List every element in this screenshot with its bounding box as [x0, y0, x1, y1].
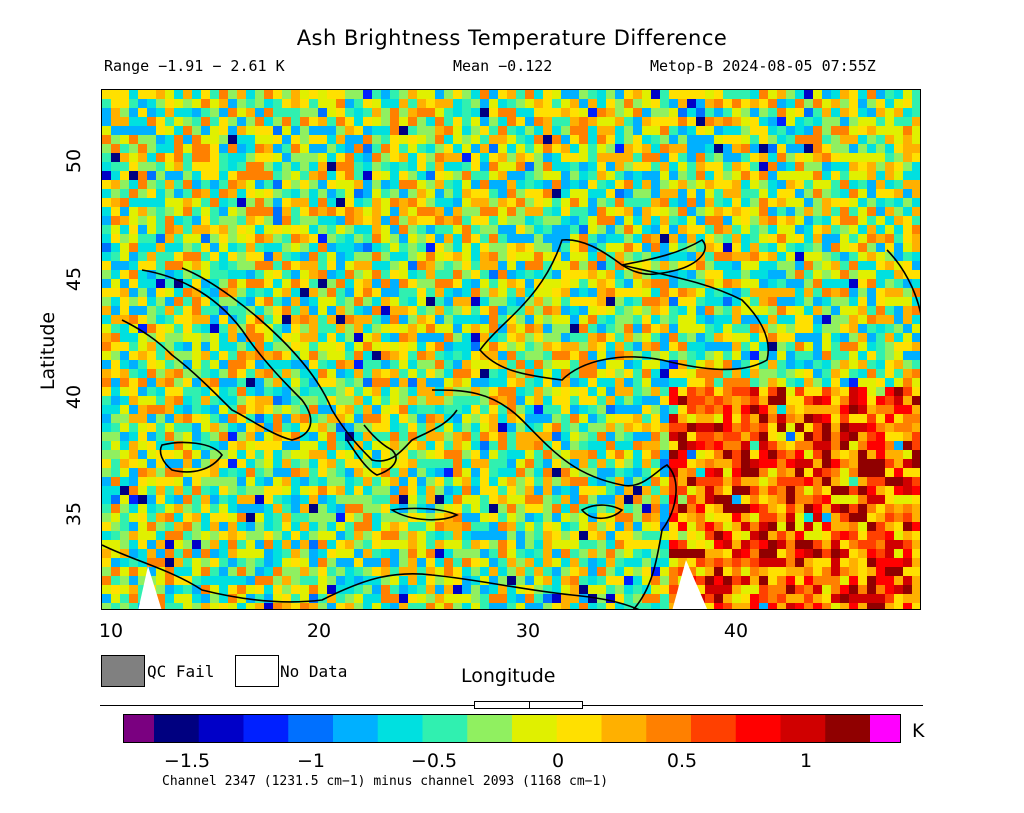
colorbar-segment	[467, 715, 513, 742]
ash-btd-map	[102, 90, 920, 609]
colorbar-segment	[512, 715, 558, 742]
y-tick-label: 40	[63, 384, 86, 410]
y-tick-label: 50	[63, 148, 86, 174]
colorbar-tick-label: −1	[296, 750, 326, 772]
qc-fail-swatch	[101, 655, 145, 687]
satellite-time-label: Metop-B 2024-08-05 07:55Z	[650, 57, 876, 75]
coastlines	[102, 238, 920, 609]
no-data-swatch	[235, 655, 279, 687]
channel-caption: Channel 2347 (1231.5 cm−1) minus channel…	[162, 774, 609, 789]
no-data-wedges	[138, 560, 708, 609]
colorbar-segment	[124, 715, 154, 742]
map-title: Ash Brightness Temperature Difference	[296, 26, 728, 50]
italy-adriatic-coast	[121, 269, 312, 441]
colorbar-segment	[825, 715, 871, 742]
colorbar-segment	[377, 715, 423, 742]
colorbar-segment	[198, 715, 244, 742]
no-data-wedge-west	[138, 566, 162, 609]
colorbar-segment	[243, 715, 289, 742]
cyprus-coast	[580, 504, 624, 520]
colorbar-scroll-handle[interactable]	[474, 701, 583, 709]
black-sea-coast	[478, 239, 769, 381]
sicily-coast	[159, 441, 223, 473]
map-plot-area[interactable]	[101, 89, 921, 610]
colorbar-segment	[870, 715, 900, 742]
crete-coast	[389, 507, 459, 521]
btd-pixel-field	[102, 90, 920, 609]
anatolia-south-coast	[431, 389, 677, 609]
colorbar-unit: K	[912, 720, 925, 742]
colorbar-segment	[154, 715, 200, 742]
balkan-coast	[181, 267, 458, 462]
colorbar-tick-label: 0.5	[666, 750, 698, 772]
qc-fail-label: QC Fail	[147, 662, 215, 681]
greece-peloponnese-coast	[346, 424, 397, 476]
x-tick-label: 20	[306, 620, 332, 642]
colorbar-tick-label: 1	[799, 750, 813, 772]
azov-sea-coast	[621, 238, 706, 276]
no-data-label: No Data	[280, 662, 348, 681]
colorbar-segment	[422, 715, 468, 742]
caspian-coast	[886, 249, 920, 315]
colorbar-tick-label: 0	[551, 750, 565, 772]
colorbar-gradient	[124, 715, 900, 742]
colorbar	[123, 714, 901, 743]
y-axis-title: Latitude	[37, 311, 60, 391]
x-tick-label: 10	[98, 620, 124, 642]
range-label: Range −1.91 − 2.61 K	[104, 57, 285, 75]
colorbar-segment	[601, 715, 647, 742]
colorbar-segment	[735, 715, 781, 742]
colorbar-segment	[288, 715, 334, 742]
x-tick-label: 40	[723, 620, 749, 642]
x-axis-title: Longitude	[461, 665, 556, 687]
no-data-wedge-east	[672, 560, 708, 609]
y-tick-label: 45	[63, 266, 86, 292]
x-tick-label: 30	[515, 620, 541, 642]
mean-label: Mean −0.122	[453, 57, 553, 75]
colorbar-tick-label: −0.5	[410, 750, 458, 772]
colorbar-tick-label: −1.5	[163, 750, 211, 772]
colorbar-segment	[691, 715, 737, 742]
africa-coast	[102, 544, 640, 609]
colorbar-segment	[780, 715, 826, 742]
colorbar-segment	[556, 715, 602, 742]
colorbar-segment	[646, 715, 692, 742]
colorbar-segment	[333, 715, 379, 742]
y-tick-label: 35	[63, 501, 86, 527]
